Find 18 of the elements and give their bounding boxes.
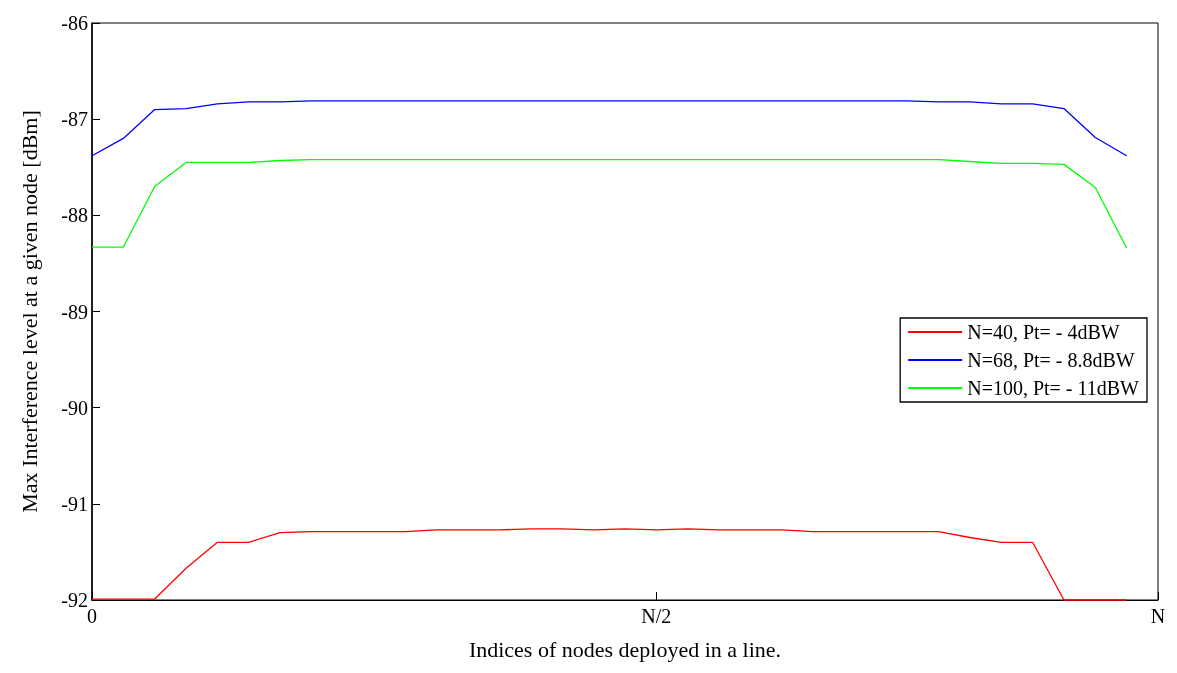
y-tick-label: -91 [61, 492, 88, 515]
x-tick-label: N/2 [641, 605, 672, 627]
legend-label: N=68, Pt= - 8.8dBW [967, 349, 1135, 371]
y-tick-label: -86 [61, 12, 88, 34]
y-tick-label: -89 [61, 300, 88, 323]
legend-label: N=40, Pt= - 4dBW [967, 321, 1120, 343]
line-series [91, 158, 1128, 249]
x-axis-title: Indices of nodes deployed in a line. [468, 636, 782, 662]
y-tick-label: -88 [61, 204, 88, 227]
y-tick-label: -90 [61, 396, 88, 419]
line-series [91, 100, 1128, 157]
y-tick-label: -87 [61, 108, 88, 131]
line-series [91, 528, 1128, 601]
y-tick-label: -92 [61, 589, 88, 611]
x-tick-label: 0 [87, 605, 97, 627]
y-axis-title: Max Interference level at a given node [dBm] [16, 110, 42, 513]
legend-label: N=100, Pt= - 11dBW [967, 377, 1140, 399]
x-tick-label: N [1150, 605, 1166, 627]
